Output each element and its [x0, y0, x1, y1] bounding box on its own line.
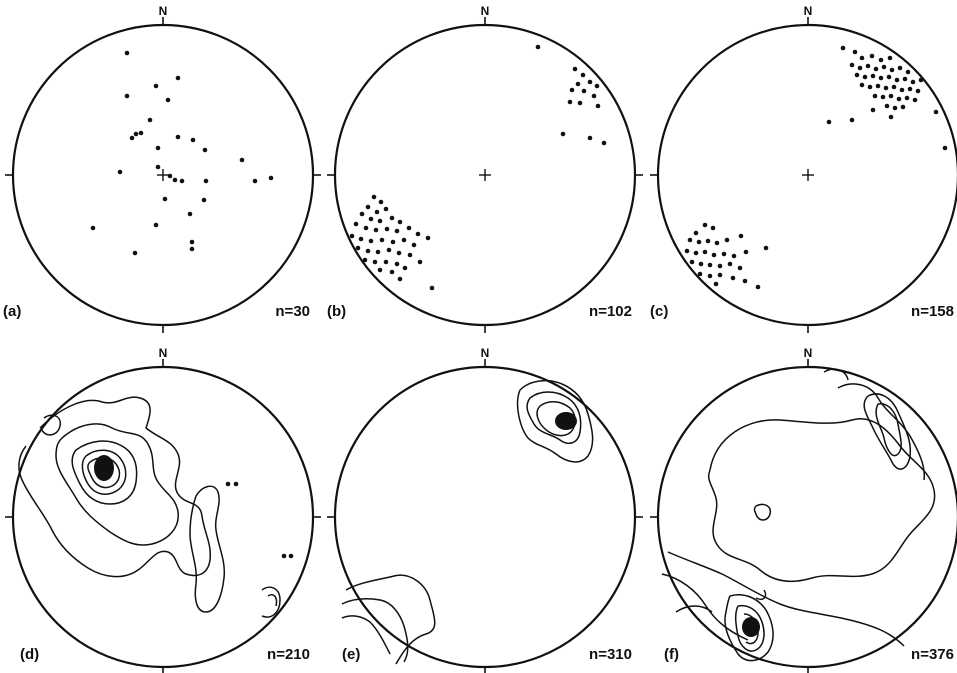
panel-c: N (c) n=158 — [650, 4, 957, 333]
density-contours — [18, 396, 281, 618]
center-cross — [802, 169, 814, 181]
sample-count: n=102 — [589, 303, 632, 320]
panel-label: (e) — [342, 646, 360, 663]
panel-label: (b) — [327, 303, 346, 320]
north-label: N — [159, 346, 168, 360]
isolated-points — [225, 481, 294, 559]
panel-a: N (a) n=30 — [3, 4, 321, 333]
primitive-circle — [333, 365, 637, 669]
sample-count: n=310 — [589, 646, 632, 663]
north-label: N — [804, 4, 813, 18]
pole-points — [90, 50, 274, 256]
panel-e: N (e) n=310 — [327, 346, 643, 673]
sample-count: n=210 — [267, 646, 310, 663]
north-label: N — [159, 4, 168, 18]
pole-points — [349, 44, 607, 291]
density-maximum — [555, 412, 577, 430]
sample-count: n=30 — [275, 303, 310, 320]
panel-label: (c) — [650, 303, 668, 320]
north-label: N — [481, 4, 490, 18]
primitive-circle — [656, 365, 957, 669]
panel-d: N (d) n=210 — [5, 346, 321, 673]
panel-label: (a) — [3, 303, 21, 320]
pole-points — [684, 45, 948, 290]
center-cross — [479, 169, 491, 181]
panel-f: N (f) n=376 — [650, 346, 957, 673]
sample-count: n=376 — [911, 646, 954, 663]
north-label: N — [804, 346, 813, 360]
density-contours — [661, 368, 936, 662]
primitive-circle — [11, 365, 315, 669]
north-label: N — [481, 346, 490, 360]
density-maximum — [742, 617, 760, 637]
density-maximum — [94, 455, 114, 481]
center-cross — [157, 169, 169, 181]
sample-count: n=158 — [911, 303, 954, 320]
panel-b: N (b) n=102 — [327, 4, 643, 333]
panel-label: (d) — [20, 646, 39, 663]
panel-label: (f) — [664, 646, 679, 663]
density-contours — [341, 379, 594, 665]
